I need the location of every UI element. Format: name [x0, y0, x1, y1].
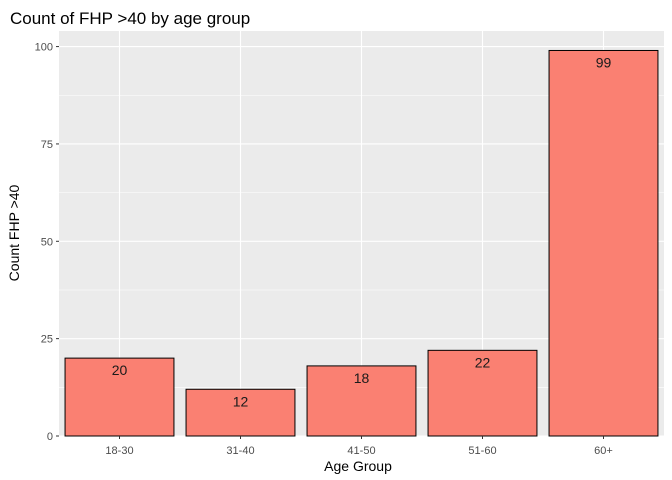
- y-tick-label: 75: [41, 139, 53, 151]
- y-axis-ticks: 0 25 50 75 100: [35, 42, 59, 443]
- bar-label-31-40: 12: [233, 393, 249, 409]
- bar-31-40: [185, 388, 296, 437]
- x-tick-label: 31-40: [226, 445, 254, 457]
- bar-label-41-50: 18: [354, 370, 370, 386]
- x-tick-label: 18-30: [105, 445, 133, 457]
- bar-18-30: [64, 357, 175, 437]
- bar-label-60+: 99: [596, 54, 612, 70]
- x-tick-label: 60+: [594, 445, 613, 457]
- bar-label-18-30: 20: [112, 362, 128, 378]
- bar-51-60: [427, 349, 538, 437]
- x-tick-label: 51-60: [468, 445, 496, 457]
- bar-value-labels: 20 12 18 22 99: [112, 54, 612, 409]
- y-tick-label: 0: [47, 431, 53, 443]
- bar-60+: [548, 49, 659, 437]
- bar-41-50: [306, 365, 417, 437]
- bar-label-51-60: 22: [475, 354, 491, 370]
- y-tick-label: 50: [41, 236, 53, 248]
- y-tick-label: 100: [35, 42, 53, 54]
- x-axis-title: Age Group: [324, 458, 392, 474]
- y-tick-label: 25: [41, 334, 53, 346]
- bars: [64, 49, 659, 437]
- x-axis-ticks: 18-30 31-40 41-50 51-60 60+: [105, 436, 613, 457]
- y-axis-title: Count FHP >40: [6, 184, 22, 281]
- x-tick-label: 41-50: [347, 445, 375, 457]
- chart-title: Count of FHP >40 by age group: [10, 9, 250, 28]
